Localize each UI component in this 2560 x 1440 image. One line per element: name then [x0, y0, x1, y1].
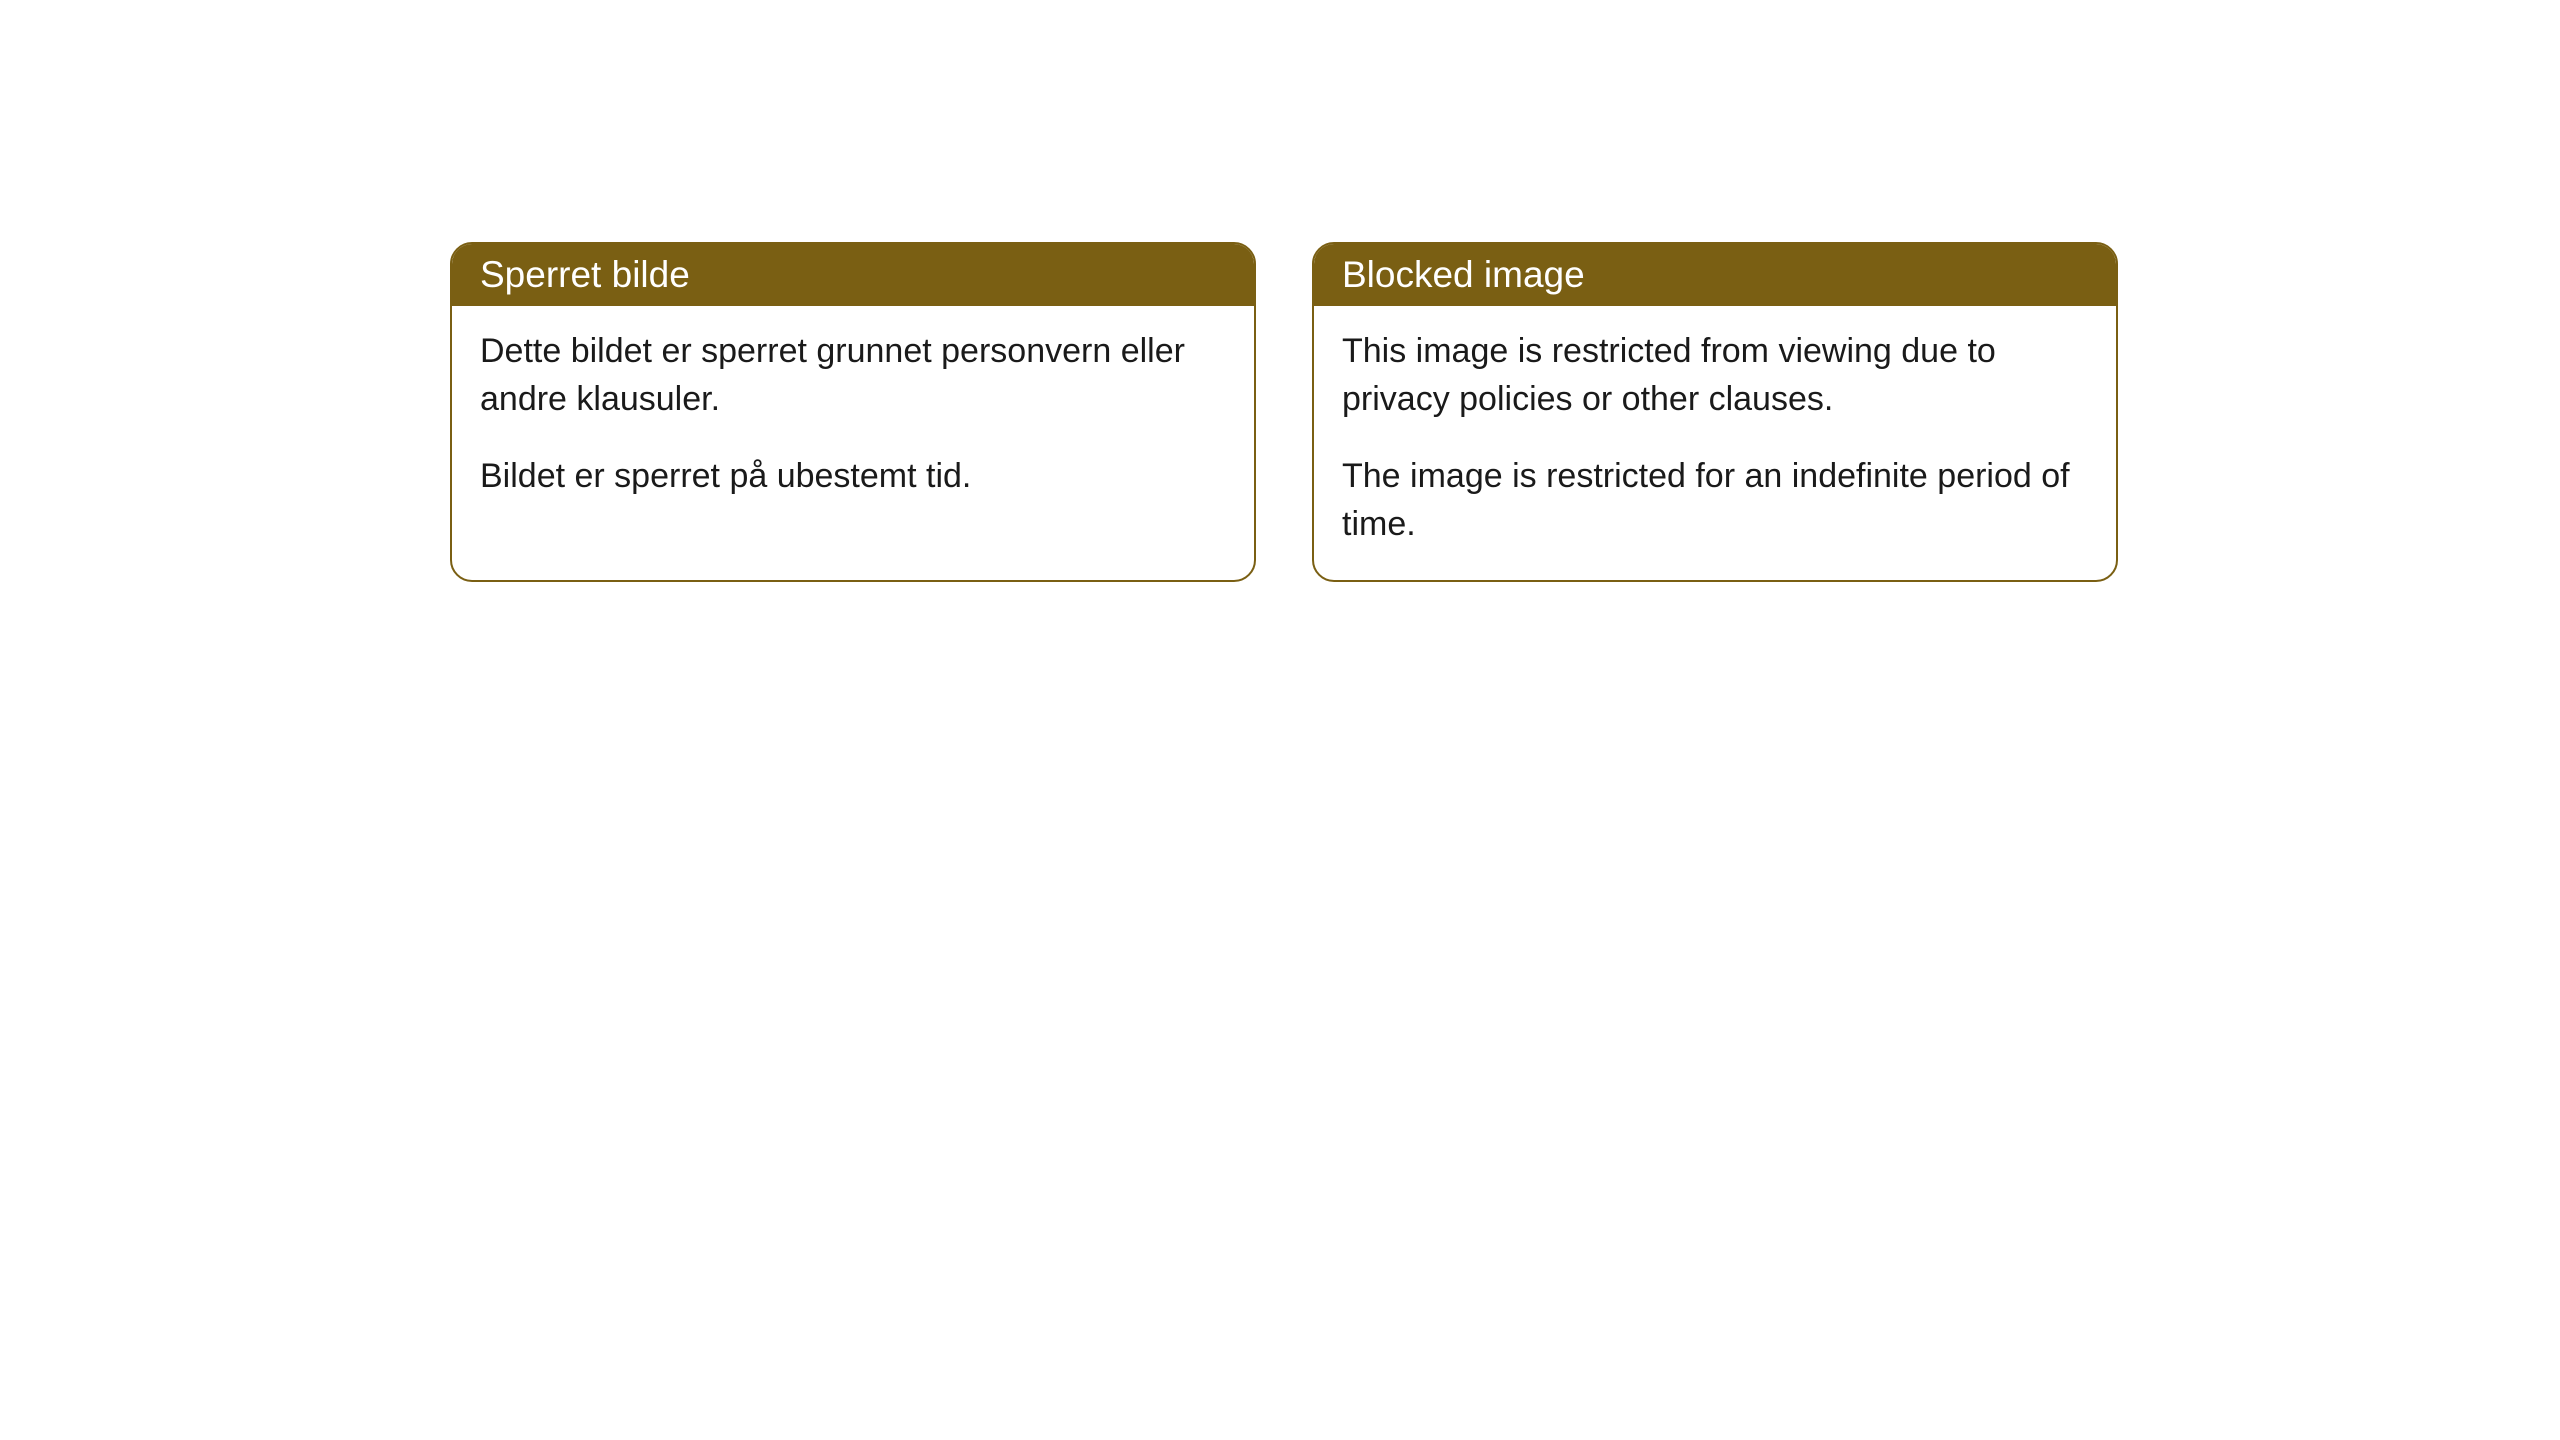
- notice-card-english: Blocked image This image is restricted f…: [1312, 242, 2118, 582]
- notice-paragraph-2-norwegian: Bildet er sperret på ubestemt tid.: [480, 453, 1226, 501]
- notice-paragraph-1-english: This image is restricted from viewing du…: [1342, 328, 2088, 423]
- notice-paragraph-2-english: The image is restricted for an indefinit…: [1342, 453, 2088, 548]
- notice-paragraph-1-norwegian: Dette bildet er sperret grunnet personve…: [480, 328, 1226, 423]
- notice-body-english: This image is restricted from viewing du…: [1314, 306, 2116, 580]
- notice-header-norwegian: Sperret bilde: [452, 244, 1254, 306]
- notice-card-norwegian: Sperret bilde Dette bildet er sperret gr…: [450, 242, 1256, 582]
- notice-container: Sperret bilde Dette bildet er sperret gr…: [450, 242, 2118, 582]
- notice-header-english: Blocked image: [1314, 244, 2116, 306]
- notice-body-norwegian: Dette bildet er sperret grunnet personve…: [452, 306, 1254, 533]
